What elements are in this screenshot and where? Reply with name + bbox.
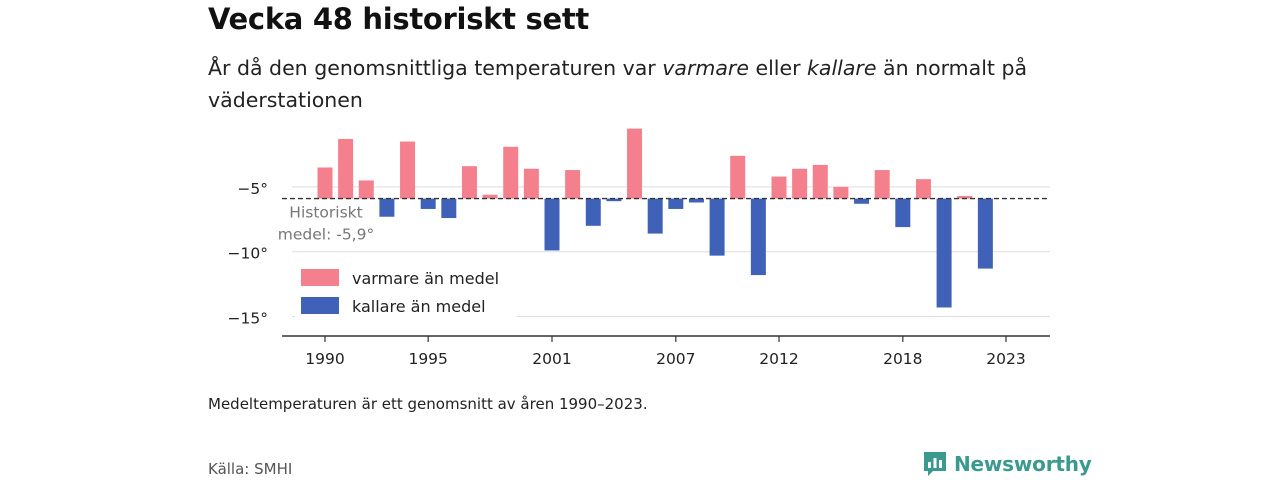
- bar-warm: [565, 170, 581, 199]
- subtitle-warm-word: varmare: [662, 56, 749, 80]
- bar-cold: [750, 198, 766, 276]
- bar-cold: [585, 198, 601, 226]
- x-tick-label: 2001: [532, 350, 571, 368]
- bar-warm: [874, 170, 890, 199]
- bar-warm: [523, 168, 539, 199]
- chart-subtitle: År då den genomsnittliga temperaturen va…: [208, 52, 1028, 116]
- bar-cold: [647, 198, 663, 234]
- x-tick-label: 1995: [408, 350, 447, 368]
- bar-warm: [833, 186, 849, 199]
- bar-warm: [461, 166, 477, 199]
- bar-chart: −5° −10° −15° Historiskt medel: -5,9° 1990 199…: [228, 128, 1050, 368]
- bar-warm: [627, 128, 643, 199]
- legend-swatch: [301, 297, 339, 314]
- bar-cold: [441, 198, 457, 219]
- bar-warm: [317, 167, 333, 199]
- subtitle-cold-word: kallare: [807, 56, 877, 80]
- logo-text: Newsworthy: [954, 452, 1092, 476]
- bar-warm: [482, 194, 498, 199]
- bar-warm: [400, 141, 416, 199]
- bar-cold: [854, 198, 870, 204]
- bar-cold: [379, 198, 395, 217]
- bar-cold: [544, 198, 560, 251]
- bar-warm: [812, 164, 828, 199]
- legend-swatch: [301, 269, 339, 286]
- x-tick-label: 2023: [986, 350, 1025, 368]
- legend-label: varmare än medel: [352, 269, 499, 288]
- y-tick-label: −5°: [237, 180, 268, 198]
- methodology-note: Medeltemperaturen är ett genomsnitt av å…: [208, 395, 648, 413]
- subtitle-part: eller: [748, 56, 808, 80]
- legend-label: kallare än medel: [352, 297, 486, 316]
- bar-cold: [420, 198, 436, 209]
- x-tick-label: 1990: [305, 350, 344, 368]
- chart-title: Vecka 48 historiskt sett: [208, 2, 589, 36]
- bar-cold: [977, 198, 993, 269]
- y-tick-label: −10°: [228, 245, 268, 263]
- bar-cold: [709, 198, 725, 256]
- bar-warm: [503, 146, 519, 199]
- baseline-label: Historiskt: [289, 204, 362, 222]
- bar-warm: [771, 176, 787, 199]
- bar-cold: [936, 198, 952, 308]
- x-tick-label: 2012: [759, 350, 798, 368]
- bar-warm: [915, 179, 931, 199]
- bar-cold: [688, 198, 704, 203]
- source-label: Källa: SMHI: [208, 460, 293, 478]
- x-tick-label: 2007: [656, 350, 695, 368]
- bar-warm: [338, 138, 354, 199]
- y-tick-label: −15°: [228, 310, 268, 328]
- x-tick-label: 2018: [883, 350, 922, 368]
- bar-cold: [895, 198, 911, 228]
- newsworthy-logo: Newsworthy: [922, 450, 1092, 478]
- bar-warm: [730, 155, 746, 199]
- bar-warm: [792, 168, 808, 199]
- bar-warm: [957, 196, 973, 199]
- bar-warm: [358, 180, 374, 199]
- subtitle-part: År då den genomsnittliga temperaturen va…: [208, 56, 663, 80]
- bar-cold: [668, 198, 684, 209]
- chart-logo-icon: [924, 452, 946, 476]
- baseline-label: medel: -5,9°: [278, 226, 374, 244]
- subtitle-part: än normalt på väderstationen: [208, 56, 1028, 112]
- bar-cold: [606, 198, 622, 202]
